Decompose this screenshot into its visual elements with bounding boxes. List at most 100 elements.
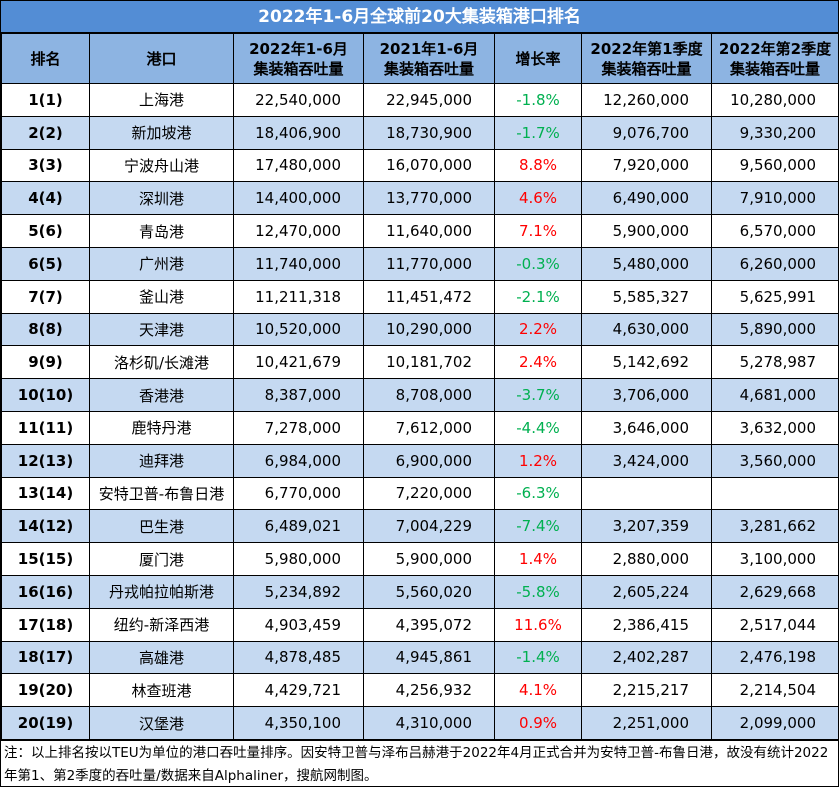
- cell-growth: 2.2%: [494, 312, 582, 347]
- header-q1-2022: 2022年第1季度 集装箱吞吐量: [581, 33, 712, 84]
- cell-rank: 5(6): [1, 214, 90, 248]
- cell-q2-2022: 2,214,504: [711, 673, 839, 708]
- cell-h1-2022: 5,234,892: [233, 574, 364, 609]
- table-row: 5(6) 青岛港 12,470,000 11,640,000 7.1% 5,900,000…: [1, 214, 839, 248]
- cell-port: 高雄港: [89, 640, 234, 675]
- cell-q1-2022: 5,585,327: [581, 279, 712, 314]
- cell-rank: 1(1): [1, 83, 90, 117]
- cell-growth: 2.4%: [494, 345, 582, 380]
- cell-h1-2021: 4,395,072: [363, 607, 495, 642]
- cell-q1-2022: 12,260,000: [581, 83, 712, 117]
- cell-h1-2021: 18,730,900: [363, 115, 495, 150]
- header-q2-2022: 2022年第2季度 集装箱吞吐量: [711, 33, 839, 84]
- cell-rank: 12(13): [1, 443, 90, 478]
- cell-growth: 8.8%: [494, 148, 582, 183]
- cell-growth: 4.1%: [494, 673, 582, 708]
- cell-q2-2022: 5,625,991: [711, 279, 839, 314]
- cell-h1-2021: 7,004,229: [363, 509, 495, 544]
- cell-h1-2022: 6,770,000: [233, 476, 364, 511]
- cell-q1-2022: 3,646,000: [581, 410, 712, 445]
- cell-rank: 18(17): [1, 640, 90, 675]
- table-row: 6(5) 广州港 11,740,000 11,770,000 -0.3% 5,480,00…: [1, 246, 839, 281]
- header-rank: 排名: [1, 33, 90, 84]
- cell-h1-2022: 18,406,900: [233, 115, 364, 150]
- cell-q1-2022: 2,880,000: [581, 542, 712, 576]
- cell-port: 汉堡港: [89, 706, 234, 740]
- table-row: 3(3) 宁波舟山港 17,480,000 16,070,000 8.8% 7,920,0…: [1, 148, 839, 183]
- cell-q1-2022: 2,605,224: [581, 574, 712, 609]
- table-row: 12(13) 迪拜港 6,984,000 6,900,000 1.2% 3,424,000…: [1, 443, 839, 478]
- cell-rank: 15(15): [1, 542, 90, 576]
- cell-rank: 3(3): [1, 148, 90, 183]
- table-row: 18(17) 高雄港 4,878,485 4,945,861 -1.4% 2,402,28…: [1, 640, 839, 675]
- cell-q2-2022: 2,629,668: [711, 574, 839, 609]
- header-port: 港口: [89, 33, 234, 84]
- header-h1-2021: 2021年1-6月 集装箱吞吐量: [363, 33, 495, 84]
- cell-port: 宁波舟山港: [89, 148, 234, 183]
- cell-growth: 1.2%: [494, 443, 582, 478]
- table-row: 11(11) 鹿特丹港 7,278,000 7,612,000 -4.4% 3,646,0…: [1, 410, 839, 445]
- cell-growth: -4.4%: [494, 410, 582, 445]
- port-ranking-table: 排名 港口 2022年1-6月 集装箱吞吐量 2021年1-6月 集装箱吞吐量 增长率 2…: [1, 33, 839, 740]
- cell-q2-2022: 4,681,000: [711, 378, 839, 412]
- cell-growth: -1.7%: [494, 115, 582, 150]
- cell-growth: 7.1%: [494, 214, 582, 248]
- cell-h1-2021: 10,290,000: [363, 312, 495, 347]
- cell-q2-2022: 2,476,198: [711, 640, 839, 675]
- cell-port: 迪拜港: [89, 443, 234, 478]
- cell-port: 釜山港: [89, 279, 234, 314]
- cell-h1-2021: 4,256,932: [363, 673, 495, 708]
- table-title: 2022年1-6月全球前20大集装箱港口排名: [1, 1, 838, 33]
- cell-h1-2021: 6,900,000: [363, 443, 495, 478]
- cell-h1-2022: 17,480,000: [233, 148, 364, 183]
- cell-h1-2022: 4,878,485: [233, 640, 364, 675]
- cell-q1-2022: 2,215,217: [581, 673, 712, 708]
- cell-port: 纽约-新泽西港: [89, 607, 234, 642]
- table-row: 2(2) 新加坡港 18,406,900 18,730,900 -1.7% 9,076,7…: [1, 115, 839, 150]
- cell-h1-2021: 11,640,000: [363, 214, 495, 248]
- cell-h1-2022: 11,740,000: [233, 246, 364, 281]
- table-row: 8(8) 天津港 10,520,000 10,290,000 2.2% 4,630,000…: [1, 312, 839, 347]
- table-row: 20(19) 汉堡港 4,350,100 4,310,000 0.9% 2,251,000…: [1, 706, 839, 740]
- cell-h1-2022: 4,903,459: [233, 607, 364, 642]
- cell-port: 广州港: [89, 246, 234, 281]
- cell-q2-2022: 2,099,000: [711, 706, 839, 740]
- cell-h1-2022: 5,980,000: [233, 542, 364, 576]
- cell-rank: 14(12): [1, 509, 90, 544]
- cell-port: 深圳港: [89, 181, 234, 216]
- cell-rank: 19(20): [1, 673, 90, 708]
- cell-growth: -0.3%: [494, 246, 582, 281]
- cell-h1-2021: 11,770,000: [363, 246, 495, 281]
- cell-rank: 10(10): [1, 378, 90, 412]
- cell-growth: -5.8%: [494, 574, 582, 609]
- cell-port: 新加坡港: [89, 115, 234, 150]
- table-row: 1(1) 上海港 22,540,000 22,945,000 -1.8% 12,260,0…: [1, 83, 839, 117]
- cell-q2-2022: 9,330,200: [711, 115, 839, 150]
- cell-h1-2021: 5,560,020: [363, 574, 495, 609]
- table-row: 7(7) 釜山港 11,211,318 11,451,472 -2.1% 5,585,32…: [1, 279, 839, 314]
- table-row: 4(4) 深圳港 14,400,000 13,770,000 4.6% 6,490,000…: [1, 181, 839, 216]
- cell-growth: 1.4%: [494, 542, 582, 576]
- cell-rank: 16(16): [1, 574, 90, 609]
- cell-h1-2021: 11,451,472: [363, 279, 495, 314]
- cell-q1-2022: 5,480,000: [581, 246, 712, 281]
- cell-port: 巴生港: [89, 509, 234, 544]
- cell-q1-2022: 3,424,000: [581, 443, 712, 478]
- cell-q1-2022: 4,630,000: [581, 312, 712, 347]
- cell-h1-2021: 10,181,702: [363, 345, 495, 380]
- cell-h1-2022: 6,489,021: [233, 509, 364, 544]
- cell-h1-2022: 4,429,721: [233, 673, 364, 708]
- cell-rank: 6(5): [1, 246, 90, 281]
- cell-growth: 4.6%: [494, 181, 582, 216]
- cell-h1-2021: 7,220,000: [363, 476, 495, 511]
- cell-port: 鹿特丹港: [89, 410, 234, 445]
- cell-port: 天津港: [89, 312, 234, 347]
- cell-q1-2022: 5,900,000: [581, 214, 712, 248]
- cell-q2-2022: 9,560,000: [711, 148, 839, 183]
- header-row: 排名 港口 2022年1-6月 集装箱吞吐量 2021年1-6月 集装箱吞吐量 增长率 2…: [1, 33, 839, 84]
- cell-growth: -1.8%: [494, 83, 582, 117]
- cell-h1-2022: 6,984,000: [233, 443, 364, 478]
- table-row: 19(20) 林查班港 4,429,721 4,256,932 4.1% 2,215,21…: [1, 673, 839, 708]
- cell-q2-2022: 5,278,987: [711, 345, 839, 380]
